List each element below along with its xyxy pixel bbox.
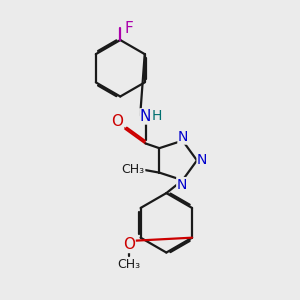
Text: CH₃: CH₃ (118, 258, 141, 271)
Text: N: N (178, 130, 188, 144)
Text: N: N (140, 109, 151, 124)
Text: O: O (123, 238, 135, 253)
Text: N: N (177, 178, 187, 192)
Text: O: O (112, 114, 124, 129)
Text: F: F (124, 21, 133, 36)
Text: N: N (197, 153, 208, 167)
Text: CH₃: CH₃ (122, 163, 145, 176)
Text: H: H (152, 110, 162, 123)
